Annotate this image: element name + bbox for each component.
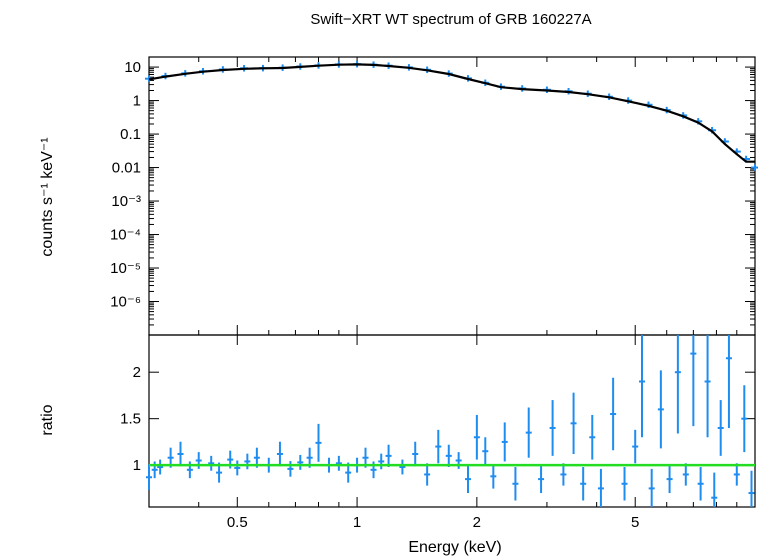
bottom-y-tick-label: 1 (133, 457, 141, 474)
top-y-tick-label: 10 (124, 59, 141, 76)
model-curve (148, 63, 755, 163)
x-tick-label: 2 (473, 514, 481, 531)
top-panel: 10 1 0.1 0.01 10⁻³ 10⁻⁴ 10⁻⁵ 10⁻⁶ counts s⁻¹ ke… (39, 56, 758, 336)
top-y-tick-label: 10⁻³ (111, 193, 141, 210)
chart-title: Swift−XRT WT spectrum of GRB 160227A (310, 11, 591, 28)
bottom-y-tick-label: 2 (133, 364, 141, 381)
top-y-tick-label: 10⁻⁶ (110, 294, 141, 311)
x-axis-label: Energy (keV) (408, 539, 501, 556)
top-y-tick-label: 0.1 (120, 126, 141, 143)
top-y-axis-label: counts s⁻¹ keV⁻¹ (39, 137, 56, 256)
bottom-ratio-series (146, 335, 755, 507)
top-model-line (148, 63, 755, 163)
x-tick-label: 5 (631, 514, 639, 531)
top-y-tick-label: 0.01 (112, 160, 141, 177)
x-tick-label: 0.5 (227, 514, 248, 531)
top-y-tick-label: 1 (133, 93, 141, 110)
bottom-y-axis-label: ratio (39, 404, 56, 435)
top-y-tick-label: 10⁻⁵ (110, 260, 141, 277)
bottom-panel: 0.5 1 2 5 1 1.5 2 ratio (39, 334, 756, 531)
bottom-panel-frame (148, 334, 756, 508)
top-axis-ticks: 10 1 0.1 0.01 10⁻³ 10⁻⁴ 10⁻⁵ 10⁻⁶ (110, 56, 755, 335)
top-spectrum-series (145, 60, 758, 171)
x-tick-label: 1 (353, 514, 361, 531)
top-panel-frame (148, 56, 756, 336)
top-y-tick-label: 10⁻⁴ (110, 227, 141, 244)
bottom-y-tick-label: 1.5 (120, 411, 141, 428)
bottom-axis-ticks: 0.5 1 2 5 1 1.5 2 (120, 335, 755, 531)
